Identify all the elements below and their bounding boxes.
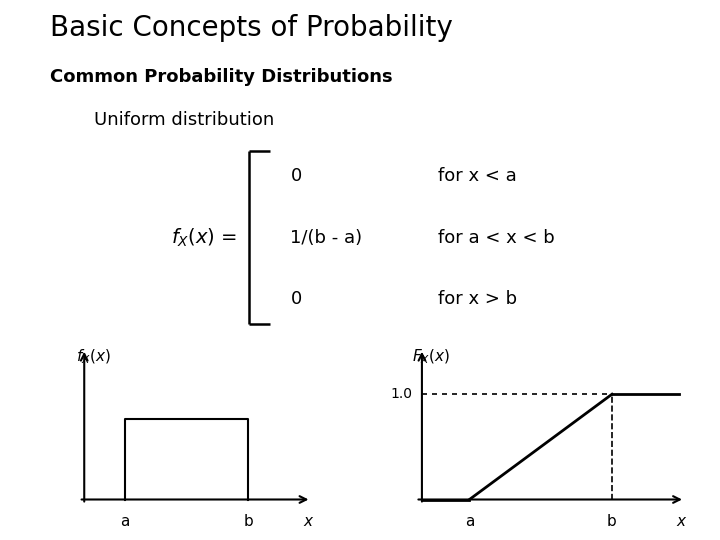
Text: 0: 0 xyxy=(290,290,302,308)
Text: 1/(b - a): 1/(b - a) xyxy=(290,228,363,247)
Text: Uniform distribution: Uniform distribution xyxy=(94,111,274,129)
Text: b: b xyxy=(243,514,253,529)
Text: a: a xyxy=(464,514,474,529)
Text: 0: 0 xyxy=(290,167,302,185)
Text: for x < a: for x < a xyxy=(438,167,517,185)
Text: $f_X(x)$ =: $f_X(x)$ = xyxy=(171,226,238,249)
Text: Common Probability Distributions: Common Probability Distributions xyxy=(50,68,393,85)
Text: $x$: $x$ xyxy=(302,514,314,529)
Text: $x$: $x$ xyxy=(677,514,688,529)
Text: for a < x < b: for a < x < b xyxy=(438,228,555,247)
Text: $f_X(x)$: $f_X(x)$ xyxy=(76,347,111,366)
Text: Basic Concepts of Probability: Basic Concepts of Probability xyxy=(50,14,453,42)
Text: 1.0: 1.0 xyxy=(390,387,413,401)
Text: $F_X(x)$: $F_X(x)$ xyxy=(413,347,451,366)
Text: for x > b: for x > b xyxy=(438,290,517,308)
Text: a: a xyxy=(120,514,130,529)
Text: b: b xyxy=(607,514,617,529)
